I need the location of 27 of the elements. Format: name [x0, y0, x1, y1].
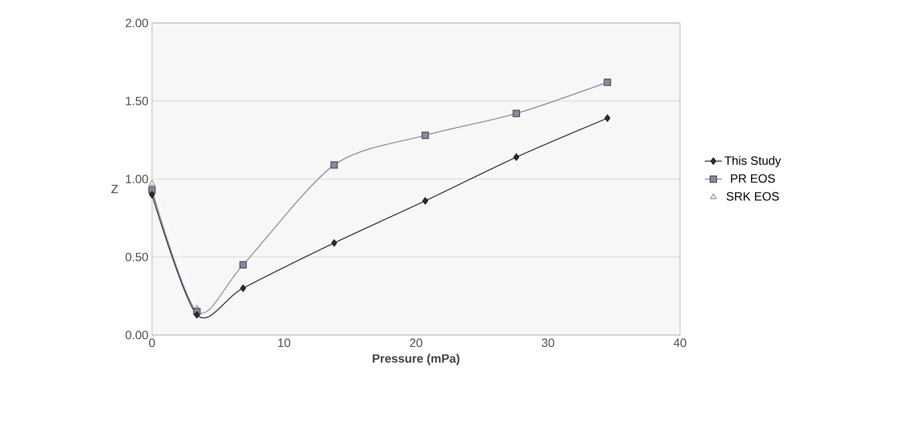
x-tick-label: 10 [278, 338, 290, 348]
x-tick-label: 20 [410, 338, 422, 348]
point [422, 132, 429, 140]
y-tick-label: 0.00 [126, 330, 148, 340]
point [422, 197, 428, 205]
point [240, 284, 246, 292]
point [239, 261, 247, 268]
legend-label: This Study [724, 156, 782, 168]
y-axis-title: Z [111, 184, 118, 194]
point [604, 78, 612, 86]
point [513, 153, 520, 161]
y-tick-label: 0.50 [126, 252, 148, 262]
legend-label: PR EOS [731, 174, 775, 183]
point [149, 190, 155, 198]
point [330, 161, 338, 169]
point [512, 110, 520, 118]
y-tick-label: 1.50 [126, 96, 148, 106]
x-tick-label: 30 [542, 338, 554, 348]
x-axis-title: Pressure (mPa) [372, 354, 460, 366]
point [604, 114, 610, 122]
x-tick-label: 0 [149, 338, 155, 348]
x-tick-label: 40 [674, 338, 686, 348]
legend-label: SRK EOS [726, 192, 779, 201]
y-tick-label: 1.00 [126, 174, 148, 184]
point [331, 239, 338, 247]
point [194, 311, 200, 318]
y-tick-label: 2.00 [126, 18, 148, 28]
